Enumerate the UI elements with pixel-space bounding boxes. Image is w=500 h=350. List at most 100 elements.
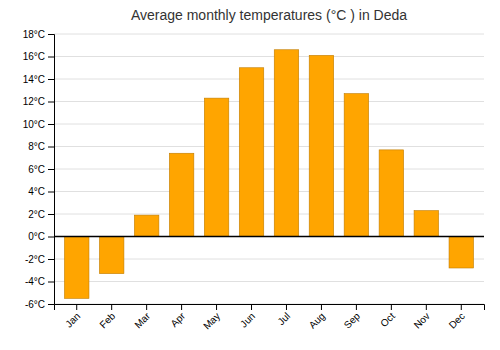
y-axis-line (48, 35, 55, 305)
bar (204, 98, 228, 236)
y-tick-label: 4°C (28, 186, 45, 197)
y-tick: 12°C (23, 96, 54, 107)
bar (274, 50, 298, 237)
y-tick-mark (48, 147, 54, 148)
x-tick: Mar (132, 304, 152, 330)
x-axis: Jan Feb Mar Apr May Jun Jul Aug Sep Oct Nov Dec (55, 304, 485, 332)
zero-line (54, 236, 484, 238)
y-tick: 8°C (28, 141, 54, 152)
x-tick-mark (321, 304, 322, 310)
y-tick-label: 2°C (28, 209, 45, 220)
y-tick: 16°C (23, 51, 54, 62)
x-tick-label: Mar (132, 310, 152, 330)
x-tick-label: Sep (342, 310, 363, 331)
x-tick: Jul (275, 304, 292, 327)
grid-line (54, 236, 484, 237)
y-tick: 0°C (28, 231, 54, 242)
x-tick-label: Jan (63, 310, 82, 329)
grid-line (54, 191, 484, 192)
y-tick-label: 12°C (23, 96, 45, 107)
title: Average monthly temperatures (°C ) in De… (131, 7, 407, 23)
x-tick-label: May (201, 310, 222, 331)
x-tick-mark (391, 304, 392, 310)
y-tick-mark (48, 169, 54, 170)
x-tick-label: Apr (168, 310, 187, 329)
grid-line (54, 146, 484, 147)
x-tick-label: Feb (97, 310, 117, 330)
grid-line (54, 281, 484, 282)
bar (64, 237, 88, 299)
x-tick-label: Dec (447, 310, 467, 330)
grid-line (54, 56, 484, 57)
x-tick: May (201, 304, 222, 332)
y-tick: -6°C (25, 299, 54, 310)
y-tick-label: 10°C (23, 119, 45, 130)
y-tick-mark (48, 79, 54, 80)
x-tick: Jan (63, 304, 82, 330)
y-tick-mark (48, 34, 54, 35)
y-tick-mark (48, 102, 54, 103)
x-axis-line (55, 305, 485, 311)
grid-line (54, 79, 484, 80)
bar (414, 211, 438, 237)
y-tick: 14°C (23, 74, 54, 85)
grid-line (54, 124, 484, 125)
bar (134, 215, 158, 236)
bar (379, 150, 403, 237)
x-tick: Dec (447, 304, 467, 331)
y-tick: 6°C (28, 164, 54, 175)
y-tick-label: 16°C (23, 51, 45, 62)
y-tick-label: -2°C (25, 254, 45, 265)
y-tick: -4°C (25, 276, 54, 287)
y-tick-label: -4°C (25, 276, 45, 287)
bar (344, 94, 368, 237)
y-tick-mark (48, 259, 54, 260)
y-tick-label: 8°C (28, 141, 45, 152)
y-tick: -2°C (25, 254, 54, 265)
y-tick-mark (48, 57, 54, 58)
x-tick-mark (461, 304, 462, 310)
y-tick-mark (48, 124, 54, 125)
bar (169, 153, 193, 236)
grid-line (54, 101, 484, 102)
y-tick-mark (48, 192, 54, 193)
y-tick: 10°C (23, 119, 54, 130)
y-tick: 18°C (23, 29, 54, 40)
bar (99, 237, 123, 274)
y-tick-label: 18°C (23, 29, 45, 40)
x-tick-mark (286, 304, 287, 310)
x-tick-label: Jun (238, 310, 257, 329)
grid (54, 34, 484, 304)
y-tick-label: -6°C (25, 299, 45, 310)
x-tick-label: Oct (378, 310, 397, 329)
plot-area (64, 50, 473, 299)
chart: -6°C -4°C -2°C 0°C 2°C 4°C 6°C 8°C 10°C 12°C 14°C 1… (0, 0, 500, 350)
y-tick-label: 14°C (23, 74, 45, 85)
y-tick-mark (48, 282, 54, 283)
bar (449, 237, 473, 269)
x-tick: Feb (97, 304, 117, 330)
x-tick-mark (356, 304, 357, 310)
y-tick-label: 0°C (28, 231, 45, 242)
x-tick-mark (251, 304, 252, 310)
bar (309, 55, 333, 236)
x-tick: Apr (168, 304, 187, 329)
x-tick: Nov (412, 304, 432, 331)
x-tick: Sep (342, 304, 363, 331)
x-tick-mark (146, 304, 147, 310)
y-tick-mark (48, 214, 54, 215)
x-tick: Oct (378, 304, 397, 329)
y-tick: 4°C (28, 186, 54, 197)
bar (239, 68, 263, 237)
x-tick-mark (76, 304, 77, 310)
grid-line (54, 169, 484, 170)
x-tick: Jun (238, 304, 257, 330)
y-tick-label: 6°C (28, 164, 45, 175)
x-tick-label: Jul (275, 310, 292, 327)
x-tick-mark (181, 304, 182, 310)
grid-line (54, 34, 484, 35)
y-axis: -6°C -4°C -2°C 0°C 2°C 4°C 6°C 8°C 10°C 12°C 14°C 1… (23, 29, 55, 310)
x-tick-label: Aug (307, 310, 327, 330)
y-tick-mark (48, 304, 54, 305)
y-tick-mark (48, 237, 54, 238)
